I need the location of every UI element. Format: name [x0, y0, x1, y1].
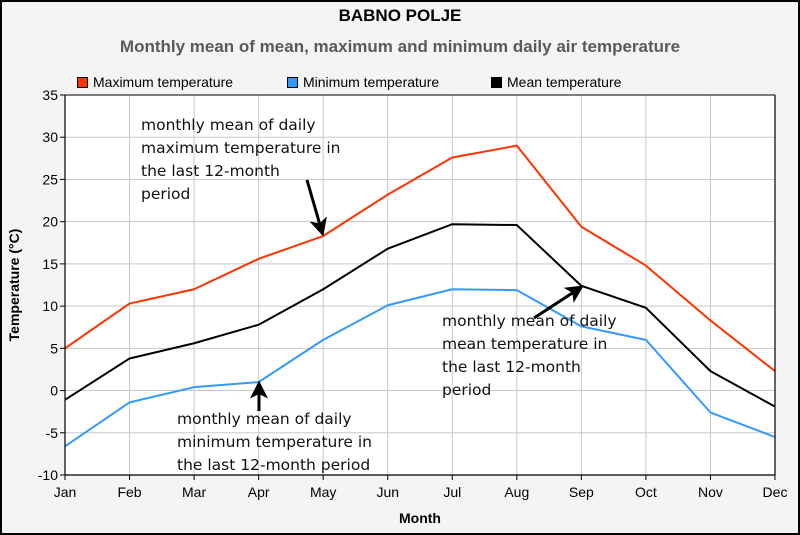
y-tick-label: 20: [42, 214, 58, 230]
legend-label-minimum: Minimum temperature: [303, 74, 440, 90]
legend-label-mean: Mean temperature: [507, 74, 622, 90]
y-tick-label: 15: [42, 256, 58, 272]
chart-title: BABNO POLJE: [338, 6, 462, 25]
legend-swatch-maximum: [77, 76, 88, 88]
x-tick-label: Aug: [504, 484, 529, 500]
y-tick-label: 10: [42, 298, 58, 314]
x-ticks: Jan Feb Mar Apr May Jun Jul Aug Sep Oct Nov Dec: [54, 475, 788, 500]
y-ticks: -10 -5 0 5 10 15 20 25 30 35: [38, 87, 65, 483]
chart-subtitle: Monthly mean of mean, maximum and minimu…: [119, 37, 681, 56]
x-tick-label: Nov: [698, 484, 723, 500]
y-tick-label: 5: [50, 340, 58, 356]
x-tick-label: Mar: [182, 484, 206, 500]
annotation-min: monthly mean of daily minimum temperatur…: [177, 410, 372, 474]
x-tick-label: Sep: [569, 484, 594, 500]
legend-swatch-minimum: [287, 76, 298, 88]
series-line-mean-temperature: [64, 223, 776, 408]
x-tick-label: Oct: [635, 484, 657, 500]
legend-label-maximum: Maximum temperature: [93, 74, 234, 90]
x-tick-label: Jul: [443, 484, 461, 500]
y-axis-label: Temperature (°C): [6, 229, 22, 342]
y-tick-label: -10: [38, 467, 58, 483]
y-tick-label: 30: [42, 129, 58, 145]
x-tick-label: May: [310, 484, 336, 500]
x-tick-label: Jun: [376, 484, 399, 500]
legend-item-mean: Mean temperature: [491, 74, 621, 90]
series-line-maximum-temperature: [64, 144, 776, 372]
annotation-arrow: [305, 179, 327, 237]
series-line-minimum-temperature: [64, 288, 776, 448]
plot-area: [65, 95, 775, 475]
y-tick-label: 0: [50, 383, 58, 399]
y-tick-label: 35: [42, 87, 58, 103]
annotation-arrows: [250, 179, 584, 411]
x-axis-label: Month: [399, 510, 441, 526]
annotation-arrow: [533, 285, 584, 320]
x-tick-label: Jan: [54, 484, 77, 500]
legend-swatch-mean: [491, 76, 502, 88]
annotation-mean: monthly mean of daily mean temperature i…: [442, 312, 617, 399]
x-tick-label: Dec: [763, 484, 788, 500]
y-tick-label: -5: [46, 425, 59, 441]
legend-item-minimum: Minimum temperature: [287, 74, 439, 90]
annotation-max: monthly mean of daily maximum temperatur…: [141, 116, 341, 203]
legend-item-maximum: Maximum temperature: [77, 74, 233, 90]
x-tick-label: Apr: [248, 484, 270, 500]
x-tick-label: Feb: [117, 484, 141, 500]
series-lines: [64, 144, 776, 448]
y-tick-label: 25: [42, 171, 58, 187]
